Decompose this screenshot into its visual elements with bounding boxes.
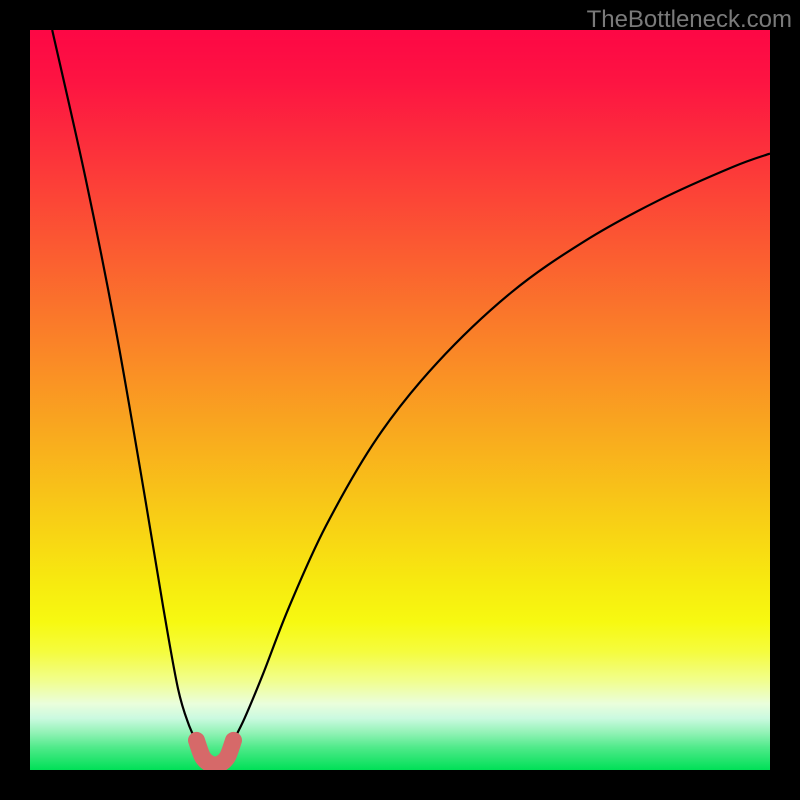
chart-root: TheBottleneck.com xyxy=(0,0,800,800)
curve-left-branch xyxy=(52,30,196,740)
plot-area xyxy=(30,30,770,770)
curve-svg xyxy=(30,30,770,770)
curve-valley-highlight xyxy=(197,740,234,764)
watermark-text: TheBottleneck.com xyxy=(587,6,792,34)
curve-right-branch xyxy=(234,154,771,741)
